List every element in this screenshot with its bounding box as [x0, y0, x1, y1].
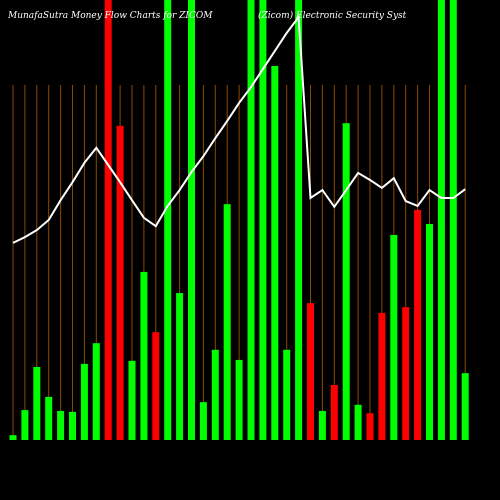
bar [223, 204, 231, 440]
bar [80, 363, 88, 440]
bar [9, 435, 17, 440]
bar [295, 0, 303, 440]
price-line [12, 14, 466, 244]
bar [342, 123, 350, 440]
bar [57, 410, 65, 440]
bar [104, 0, 112, 440]
bar [69, 411, 76, 440]
bar [235, 359, 243, 440]
bars [9, 0, 469, 440]
bar [176, 293, 184, 440]
bar [354, 404, 362, 440]
bar [449, 0, 457, 440]
bar [330, 385, 338, 440]
bar [283, 349, 291, 440]
bar [318, 410, 326, 440]
bar [259, 0, 267, 440]
bar [271, 66, 279, 440]
bar [140, 271, 148, 440]
bar [152, 332, 160, 440]
bar [128, 360, 136, 440]
bar [414, 209, 422, 440]
bar [45, 396, 53, 440]
bar [437, 0, 445, 440]
bar [426, 223, 433, 440]
bar [164, 0, 172, 440]
lines [12, 14, 466, 244]
bar [21, 410, 29, 440]
bar [366, 413, 374, 440]
bar [116, 125, 124, 440]
bar [390, 234, 398, 440]
bar [188, 0, 195, 440]
bar [378, 312, 386, 440]
bar [33, 366, 41, 440]
chart-title: MunafaSutra Money Flow Charts for ZICOM [7, 11, 213, 21]
bar [92, 343, 100, 440]
bar [199, 402, 207, 440]
bar [402, 307, 410, 440]
bar [461, 373, 469, 440]
chart-subtitle: (Zicom) Electronic Security Syst [258, 10, 407, 21]
bar [307, 303, 314, 440]
bar [211, 349, 219, 440]
bar [247, 0, 255, 440]
